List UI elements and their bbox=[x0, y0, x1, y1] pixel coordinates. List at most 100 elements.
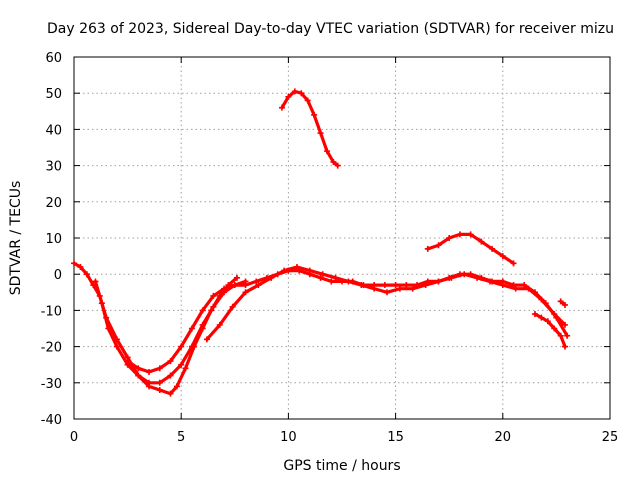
data-point bbox=[156, 387, 163, 394]
data-point bbox=[124, 358, 131, 365]
data-point bbox=[345, 278, 352, 285]
data-point bbox=[146, 368, 153, 375]
y-tick-label: -10 bbox=[41, 304, 62, 319]
data-point bbox=[392, 282, 399, 289]
data-point bbox=[173, 383, 180, 390]
data-point bbox=[233, 274, 240, 281]
data-point bbox=[216, 292, 223, 299]
data-point bbox=[156, 365, 163, 372]
data-point bbox=[486, 278, 493, 285]
data-point bbox=[285, 93, 292, 100]
data-point bbox=[499, 282, 506, 289]
data-point bbox=[167, 372, 174, 379]
data-point bbox=[113, 343, 120, 350]
data-point bbox=[92, 278, 99, 285]
data-point bbox=[396, 285, 403, 292]
y-tick-label: 60 bbox=[45, 51, 62, 66]
data-point bbox=[188, 325, 195, 332]
data-point bbox=[525, 285, 532, 292]
series-arc-5 bbox=[278, 88, 341, 169]
series-line bbox=[280, 89, 340, 168]
data-point bbox=[489, 245, 496, 252]
x-tick-label: 5 bbox=[177, 430, 185, 445]
x-tick-label: 25 bbox=[602, 430, 619, 445]
data-point bbox=[229, 303, 236, 310]
data-point bbox=[409, 285, 416, 292]
series-arc-7 bbox=[531, 311, 568, 350]
y-tick-label: -40 bbox=[41, 413, 62, 428]
x-axis-label: GPS time / hours bbox=[283, 458, 400, 474]
data-point bbox=[311, 111, 318, 118]
data-point bbox=[557, 332, 564, 339]
data-point bbox=[208, 307, 215, 314]
data-point bbox=[255, 282, 262, 289]
data-point bbox=[478, 238, 485, 245]
data-point bbox=[561, 321, 568, 328]
data-point bbox=[146, 383, 153, 390]
data-point bbox=[510, 260, 517, 267]
y-tick-label: 50 bbox=[45, 87, 62, 102]
data-point bbox=[561, 301, 568, 308]
data-point bbox=[304, 97, 311, 104]
data-point bbox=[199, 307, 206, 314]
data-point bbox=[199, 325, 206, 332]
data-point bbox=[371, 285, 378, 292]
data-point bbox=[203, 336, 210, 343]
data-point bbox=[531, 311, 538, 318]
data-point bbox=[358, 282, 365, 289]
data-point bbox=[512, 285, 519, 292]
data-point bbox=[334, 162, 341, 169]
data-point bbox=[210, 292, 217, 299]
data-point bbox=[298, 90, 305, 97]
data-point bbox=[332, 274, 339, 281]
x-tick-label: 10 bbox=[280, 430, 297, 445]
grid-lines bbox=[74, 57, 610, 419]
data-point bbox=[330, 158, 337, 165]
data-point bbox=[564, 332, 571, 339]
data-point bbox=[461, 271, 468, 278]
data-series bbox=[71, 88, 571, 397]
data-point bbox=[403, 282, 410, 289]
data-point bbox=[167, 390, 174, 397]
series-arc-6 bbox=[424, 231, 517, 267]
data-point bbox=[323, 148, 330, 155]
data-point bbox=[77, 263, 84, 270]
data-point bbox=[538, 296, 545, 303]
x-tick-label: 0 bbox=[70, 430, 78, 445]
x-tick-label: 20 bbox=[495, 430, 512, 445]
data-point bbox=[221, 285, 228, 292]
data-point bbox=[499, 253, 506, 260]
y-tick-label: -30 bbox=[41, 377, 62, 392]
data-point bbox=[216, 321, 223, 328]
data-point bbox=[551, 325, 558, 332]
data-point bbox=[384, 289, 391, 296]
data-point bbox=[98, 300, 105, 307]
data-point bbox=[281, 267, 288, 274]
data-point bbox=[456, 231, 463, 238]
data-point bbox=[467, 231, 474, 238]
data-point bbox=[422, 282, 429, 289]
data-point bbox=[435, 242, 442, 249]
data-point bbox=[135, 372, 142, 379]
data-point bbox=[561, 343, 568, 350]
data-point bbox=[167, 358, 174, 365]
data-point bbox=[83, 271, 90, 278]
y-axis-label: SDTVAR / TECUs bbox=[8, 181, 24, 296]
data-point bbox=[317, 130, 324, 137]
data-point bbox=[182, 365, 189, 372]
y-tick-label: 10 bbox=[45, 232, 62, 247]
y-tick-label: 40 bbox=[45, 123, 62, 138]
data-point bbox=[71, 260, 77, 267]
data-point bbox=[544, 318, 551, 325]
data-point bbox=[317, 274, 324, 281]
y-tick-label: 20 bbox=[45, 196, 62, 211]
x-axis-ticks: 0 5 10 15 20 25 bbox=[70, 57, 618, 445]
data-point bbox=[424, 245, 431, 252]
data-point bbox=[291, 88, 298, 95]
series-arc-8 bbox=[557, 298, 568, 308]
chart-title: Day 263 of 2023, Sidereal Day-to-day VTE… bbox=[47, 21, 614, 37]
data-point bbox=[268, 274, 275, 281]
data-point bbox=[538, 314, 545, 321]
y-tick-label: 0 bbox=[54, 268, 62, 283]
